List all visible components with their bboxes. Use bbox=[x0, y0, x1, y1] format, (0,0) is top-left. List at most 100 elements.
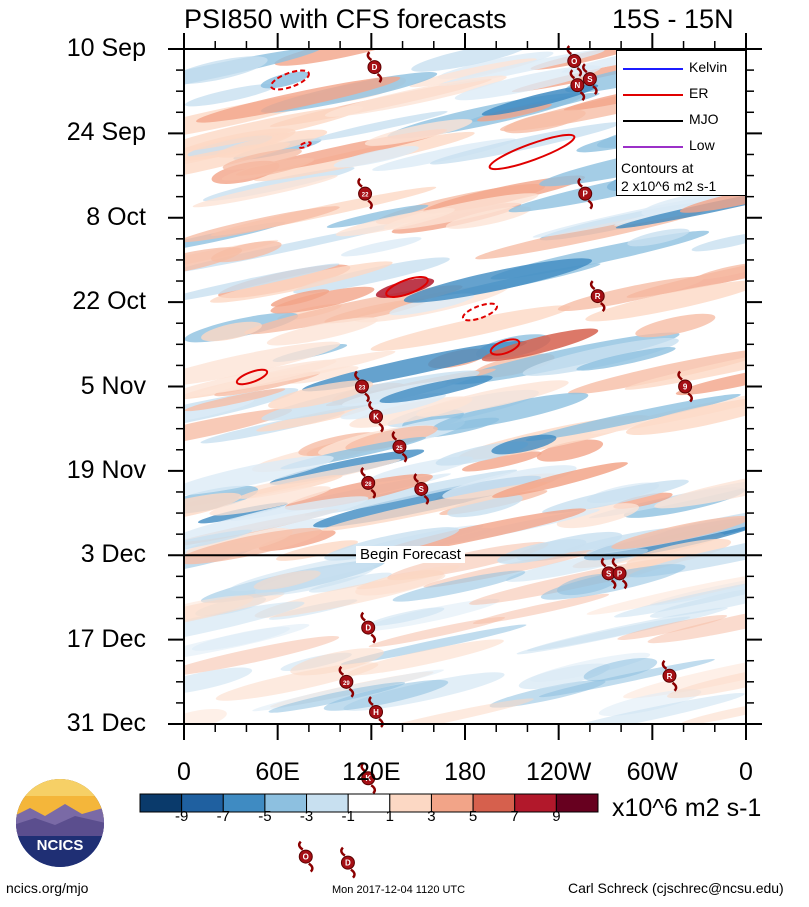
legend-swatch-kelvin bbox=[623, 68, 683, 70]
cyclone-label: H bbox=[373, 708, 379, 717]
er-contour bbox=[489, 338, 521, 356]
cyclone-core bbox=[340, 855, 355, 870]
field-anomaly bbox=[372, 138, 516, 171]
tropical-cyclone-symbol: S bbox=[582, 63, 598, 96]
x-tick-label: 180 bbox=[444, 758, 486, 786]
legend-item-low: Low bbox=[621, 137, 745, 155]
cyclone-arm bbox=[566, 45, 583, 77]
colorbar-units: x10^6 m2 s-1 bbox=[612, 794, 762, 822]
field-anomaly bbox=[335, 208, 455, 237]
contour-note-line-1: Contours at bbox=[621, 160, 694, 176]
field-anomaly bbox=[472, 593, 610, 625]
field-anomaly bbox=[691, 232, 746, 252]
cyclone-arm bbox=[569, 69, 586, 102]
y-tick-label: 24 Sep bbox=[66, 118, 146, 147]
footer-timestamp: Mon 2017-12-04 1120 UTC bbox=[332, 884, 466, 896]
cyclone-arm bbox=[357, 177, 373, 210]
cyclone-core bbox=[358, 186, 373, 201]
x-tick-label: 120W bbox=[526, 758, 592, 786]
field-anomaly bbox=[184, 263, 340, 304]
field-anomaly bbox=[184, 708, 227, 724]
field-anomaly bbox=[340, 237, 422, 257]
field-anomaly bbox=[503, 109, 586, 134]
field-anomaly bbox=[614, 574, 746, 618]
field-anomaly bbox=[340, 624, 527, 665]
tropical-cyclone-symbol: S bbox=[600, 557, 617, 590]
field-anomaly bbox=[675, 365, 746, 396]
colorbar-tick-label: -7 bbox=[216, 808, 230, 825]
cyclone-label: S bbox=[419, 485, 425, 494]
y-tick-label: 8 Oct bbox=[86, 202, 146, 231]
cyclone-core bbox=[414, 481, 429, 496]
field-anomaly bbox=[429, 122, 622, 165]
cyclone-arm bbox=[297, 840, 314, 873]
field-anomaly bbox=[389, 293, 475, 316]
field-anomaly bbox=[542, 479, 689, 514]
field-anomaly bbox=[433, 392, 589, 431]
field-anomaly bbox=[576, 347, 676, 371]
tropical-cyclone-symbol: N bbox=[569, 69, 586, 102]
field-anomaly bbox=[544, 693, 745, 724]
tropical-cyclone-symbol: 23 bbox=[354, 370, 370, 403]
legend-item-kelvin: Kelvin bbox=[621, 59, 745, 77]
legend-label-low: Low bbox=[689, 137, 715, 153]
y-tick-label: 22 Oct bbox=[72, 287, 146, 316]
field-anomaly bbox=[379, 375, 493, 403]
field-anomaly bbox=[323, 679, 449, 711]
cyclone-core bbox=[392, 439, 407, 454]
field-anomaly bbox=[556, 503, 640, 529]
cyclone-arm bbox=[661, 659, 678, 692]
colorbar-tick-label: -3 bbox=[299, 808, 314, 825]
cyclone-arm bbox=[611, 557, 628, 590]
colorbar-tick-label: 1 bbox=[385, 808, 394, 825]
field-anomaly bbox=[201, 321, 262, 342]
field-anomaly bbox=[557, 276, 704, 312]
field-anomaly bbox=[491, 434, 557, 455]
field-anomaly bbox=[368, 616, 506, 648]
cyclone-label: 22 bbox=[362, 193, 369, 199]
cyclone-core bbox=[369, 409, 384, 424]
tropical-cyclone-symbol: 22 bbox=[357, 177, 373, 210]
field-anomaly bbox=[184, 635, 340, 676]
er-contour bbox=[298, 141, 312, 149]
cyclone-label: R bbox=[667, 672, 673, 681]
tropical-cyclone-symbol: P bbox=[577, 177, 594, 210]
y-tick-label: 3 Dec bbox=[80, 540, 146, 569]
y-tick-label: 19 Nov bbox=[66, 455, 146, 484]
field-anomaly bbox=[184, 83, 277, 107]
field-anomaly bbox=[364, 119, 473, 146]
field-anomaly bbox=[270, 286, 375, 314]
cyclone-core bbox=[662, 668, 677, 683]
field-anomaly bbox=[184, 667, 253, 695]
tropical-cyclone-symbol: 28 bbox=[360, 467, 377, 499]
field-anomaly bbox=[184, 492, 242, 522]
field-anomaly bbox=[184, 341, 341, 388]
y-tick-label: 5 Nov bbox=[80, 371, 146, 400]
field-anomaly bbox=[345, 425, 438, 452]
tropical-cyclone-symbol: H bbox=[368, 696, 384, 728]
field-anomaly bbox=[184, 56, 268, 85]
field-anomaly bbox=[568, 348, 746, 395]
cyclone-arm bbox=[360, 467, 377, 499]
colorbar-tick-label: 9 bbox=[552, 808, 561, 825]
cyclone-core bbox=[612, 566, 627, 581]
cyclone-arm bbox=[368, 696, 384, 728]
legend-label-mjo: MJO bbox=[689, 111, 719, 127]
cyclone-arm bbox=[600, 557, 617, 590]
field-anomaly bbox=[290, 648, 384, 676]
field-anomaly bbox=[454, 65, 602, 101]
cyclone-arm bbox=[360, 611, 377, 644]
footer-url[interactable]: ncics.org/mjo bbox=[6, 880, 89, 896]
begin-forecast-label: Begin Forecast bbox=[356, 546, 465, 564]
cyclone-core bbox=[582, 72, 597, 87]
legend-label-kelvin: Kelvin bbox=[689, 59, 728, 75]
field-anomaly bbox=[215, 662, 379, 701]
cyclone-core bbox=[369, 704, 384, 719]
field-anomaly bbox=[324, 298, 428, 324]
field-anomaly bbox=[369, 607, 445, 626]
field-anomaly bbox=[583, 658, 658, 682]
cyclone-arm bbox=[582, 63, 598, 96]
field-anomaly bbox=[629, 528, 746, 578]
cyclone-core bbox=[570, 78, 585, 93]
field-anomaly bbox=[525, 393, 741, 441]
